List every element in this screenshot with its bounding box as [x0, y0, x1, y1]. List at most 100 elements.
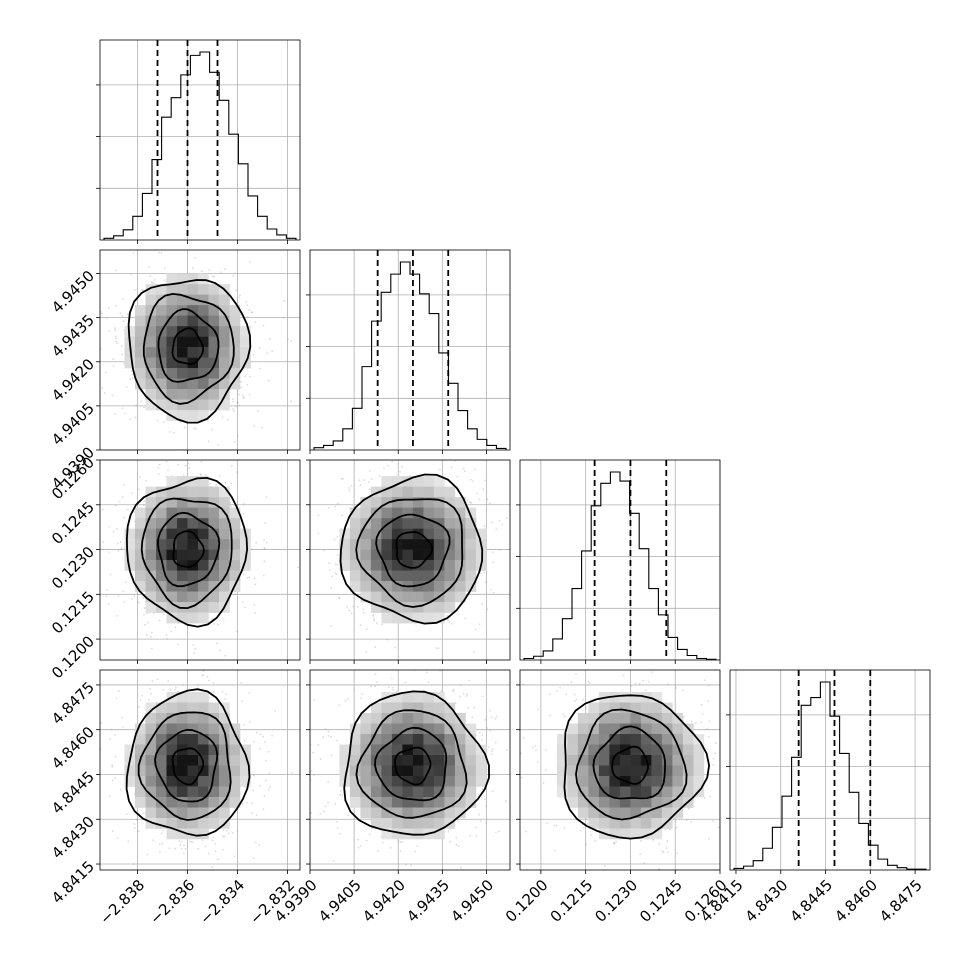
- density-cell: [156, 315, 167, 327]
- density-cell: [349, 570, 361, 582]
- scatter-point: [455, 836, 458, 839]
- density-cell: [370, 549, 382, 561]
- density-cell: [454, 581, 466, 592]
- scatter-point: [121, 726, 124, 728]
- scatter-point: [108, 525, 111, 528]
- density-cell: [444, 486, 456, 498]
- scatter-point: [200, 887, 202, 889]
- density-cell: [156, 591, 167, 603]
- scatter-point: [385, 440, 387, 442]
- scatter-point: [200, 662, 202, 664]
- scatter-point: [122, 590, 125, 593]
- density-cell: [402, 518, 414, 529]
- scatter-point: [96, 540, 98, 542]
- scatter-point: [350, 485, 353, 487]
- scatter-point: [362, 608, 364, 611]
- scatter-point: [248, 393, 251, 396]
- scatter-point: [478, 813, 480, 816]
- scatter-point: [127, 313, 129, 316]
- scatter-point: [658, 867, 660, 870]
- scatter-point: [556, 689, 558, 692]
- scatter-point: [253, 604, 256, 607]
- scatter-point: [117, 690, 120, 692]
- scatter-point: [303, 477, 305, 479]
- density-cell: [177, 294, 188, 306]
- density-cell: [145, 305, 157, 316]
- scatter-point: [447, 830, 450, 833]
- density-cell: [433, 734, 445, 745]
- density-cell: [166, 284, 178, 295]
- scatter-point: [481, 602, 484, 605]
- density-cell: [208, 326, 220, 337]
- scatter-panel-3-2-content: [520, 662, 766, 870]
- scatter-point: [313, 774, 315, 777]
- scatter-point: [143, 406, 145, 409]
- scatter-point: [269, 786, 272, 788]
- density-cell: [177, 702, 188, 714]
- density-cell: [135, 539, 146, 550]
- scatter-point: [132, 252, 135, 254]
- density-cell: [454, 807, 466, 819]
- scatter-point: [211, 275, 214, 278]
- scatter-point: [133, 595, 136, 597]
- scatter-point: [391, 460, 394, 463]
- density-cell: [381, 734, 393, 745]
- scatter-point: [193, 652, 196, 654]
- density-cell: [219, 357, 230, 369]
- density-cell: [208, 315, 220, 327]
- scatter-point: [353, 689, 355, 692]
- density-cell: [454, 786, 466, 798]
- scatter-point: [160, 832, 163, 835]
- density-cell: [402, 497, 414, 508]
- density-cell: [381, 549, 393, 561]
- density-cell: [412, 591, 424, 603]
- density-cell: [145, 713, 157, 724]
- density-cell: [177, 549, 188, 561]
- scatter-point: [332, 860, 335, 862]
- panel-3-1-frame: [309, 669, 511, 871]
- density-cell: [402, 528, 414, 540]
- scatter-point: [764, 779, 766, 781]
- scatter-point: [197, 684, 199, 687]
- scatter-point: [675, 826, 678, 829]
- scatter-point: [271, 734, 273, 737]
- density-cell: [381, 818, 393, 829]
- scatter-point: [152, 839, 154, 842]
- density-cell: [177, 612, 188, 624]
- density-cell: [465, 744, 477, 756]
- scatter-point: [339, 794, 342, 797]
- scatter-point: [143, 504, 145, 507]
- density-cell: [219, 326, 230, 337]
- density-cell: [135, 744, 146, 756]
- density-cell: [124, 347, 136, 358]
- scatter-point: [323, 549, 326, 552]
- density-cell: [229, 518, 241, 529]
- density-cell: [381, 723, 393, 735]
- scatter-panel-2-0-content: [96, 460, 300, 660]
- density-cell: [219, 539, 230, 550]
- scatter-point: [482, 695, 484, 698]
- scatter-point: [242, 502, 245, 505]
- density-cell: [177, 818, 188, 829]
- density-cell: [145, 807, 157, 819]
- scatter-point: [241, 803, 244, 805]
- density-cell: [166, 486, 178, 498]
- scatter-point: [175, 686, 177, 689]
- scatter-point: [261, 426, 263, 429]
- density-cell: [208, 818, 220, 829]
- hist-0-steps: [103, 51, 297, 240]
- density-cell: [135, 765, 146, 777]
- scatter-point: [120, 548, 123, 550]
- density-cell: [187, 336, 199, 348]
- scatter-point: [160, 252, 163, 254]
- scatter-point: [137, 830, 140, 833]
- scatter-point: [389, 846, 392, 849]
- density-cell: [381, 755, 393, 766]
- density-cell: [444, 776, 456, 787]
- scatter-point: [564, 715, 566, 718]
- scatter-point: [660, 662, 662, 664]
- scatter-point: [357, 846, 360, 849]
- scatter-point: [114, 755, 117, 758]
- density-cell: [135, 723, 146, 735]
- scatter-point: [119, 541, 122, 544]
